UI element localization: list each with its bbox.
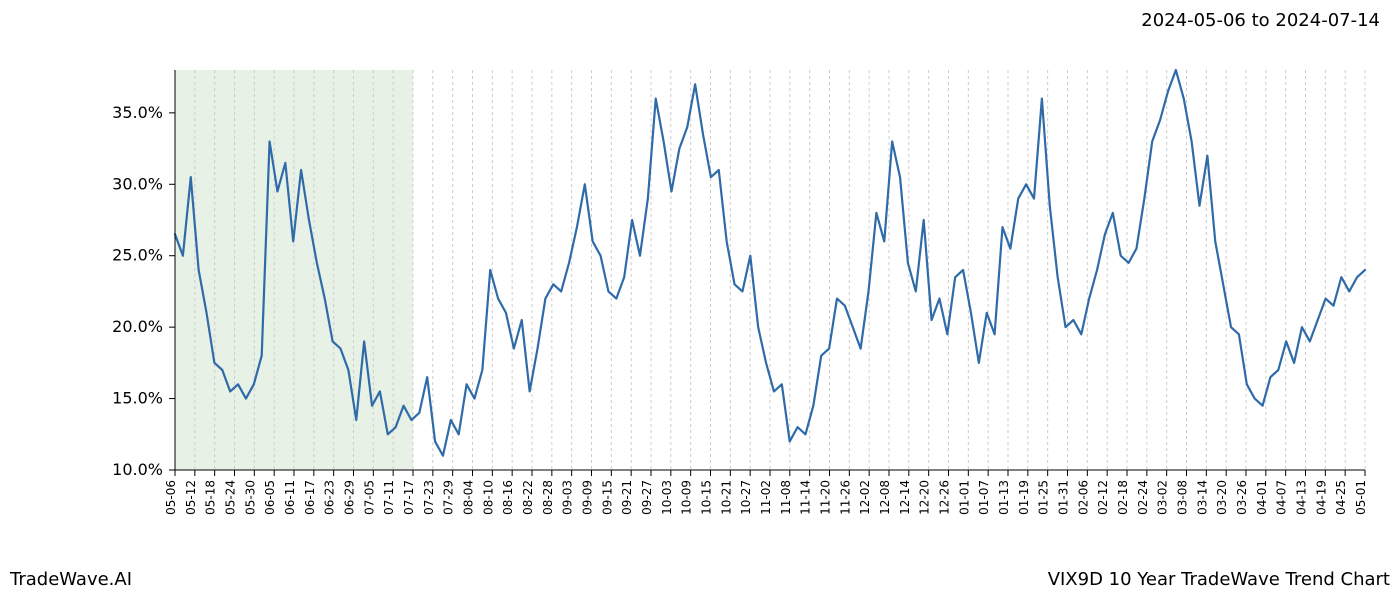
x-tick-label: 09-21 [620,480,634,515]
brand-label: TradeWave.AI [10,569,132,590]
x-tick-label: 04-01 [1255,480,1269,515]
x-tick-label: 02-06 [1076,480,1090,515]
y-tick-label: 10.0% [112,460,163,479]
x-tick-label: 03-26 [1235,480,1249,515]
trend-chart: 10.0% 15.0% 20.0% 25.0% 30.0% 35.0% 05-06 05-12… [0,40,1400,560]
y-tick-label: 20.0% [112,317,163,336]
x-tick-label: 05-01 [1354,480,1368,515]
x-tick-label: 02-12 [1096,480,1110,515]
y-tick-label: 15.0% [112,389,163,408]
x-tick-label: 06-05 [263,480,277,515]
x-tick-label: 04-13 [1295,480,1309,515]
x-tick-label: 11-02 [759,480,773,515]
x-tick-label: 09-27 [640,480,654,515]
y-tick-label: 25.0% [112,246,163,265]
chart-title: VIX9D 10 Year TradeWave Trend Chart [1048,569,1390,590]
x-tick-label: 01-13 [997,480,1011,515]
x-tick-label: 09-15 [600,480,614,515]
x-tick-label: 12-02 [858,480,872,515]
y-tick-label: 30.0% [112,174,163,193]
x-tick-label: 09-03 [561,480,575,515]
x-tick-label: 06-23 [323,480,337,515]
x-tick-label: 07-23 [422,480,436,515]
x-tick-label: 11-26 [838,480,852,515]
x-tick-label: 06-17 [303,480,317,515]
x-tick-label: 07-05 [362,480,376,515]
x-tick-label: 08-22 [521,480,535,515]
x-tick-label: 10-09 [680,480,694,515]
chart-container: 10.0% 15.0% 20.0% 25.0% 30.0% 35.0% 05-06 05-12… [0,40,1400,560]
x-tick-label: 10-15 [700,480,714,515]
x-tick-label: 09-09 [581,480,595,515]
x-tick-label: 05-06 [164,480,178,515]
x-tick-label: 01-01 [957,480,971,515]
x-tick-label: 03-14 [1195,480,1209,515]
x-tick-label: 08-04 [462,480,476,515]
x-tick-label: 03-02 [1156,480,1170,515]
x-tick-label: 04-19 [1314,480,1328,515]
x-tick-label: 12-14 [898,480,912,515]
x-tick-label: 11-14 [799,480,813,515]
x-tick-label: 03-20 [1215,480,1229,515]
x-tick-label: 01-19 [1017,480,1031,515]
x-tick-label: 02-18 [1116,480,1130,515]
x-tick-label: 01-07 [977,480,991,515]
x-tick-label: 07-11 [382,480,396,515]
x-tick-label: 01-25 [1037,480,1051,515]
x-tick-label: 02-24 [1136,480,1150,515]
x-tick-label: 06-11 [283,480,297,515]
x-tick-label: 06-29 [343,480,357,515]
x-tick-label: 07-17 [402,480,416,515]
date-range: 2024-05-06 to 2024-07-14 [1141,10,1380,31]
x-tick-label: 11-20 [819,480,833,515]
x-tick-label: 11-08 [779,480,793,515]
x-tick-label: 01-31 [1057,480,1071,515]
x-tick-label: 07-29 [442,480,456,515]
x-tick-label: 03-08 [1176,480,1190,515]
x-tick-label: 08-16 [501,480,515,515]
x-tick-label: 05-24 [224,480,238,515]
x-tick-label: 12-26 [938,480,952,515]
x-tick-label: 04-07 [1275,480,1289,515]
x-tick-label: 12-08 [878,480,892,515]
x-tick-label: 10-21 [719,480,733,515]
x-tick-label: 05-12 [184,480,198,515]
x-tick-label: 05-30 [243,480,257,515]
x-tick-label: 12-20 [918,480,932,515]
x-tick-label: 04-25 [1334,480,1348,515]
x-tick-label: 08-10 [481,480,495,515]
y-tick-label: 35.0% [112,103,163,122]
x-tick-label: 10-03 [660,480,674,515]
x-tick-label: 05-18 [204,480,218,515]
x-tick-label: 08-28 [541,480,555,515]
x-tick-label: 10-27 [739,480,753,515]
